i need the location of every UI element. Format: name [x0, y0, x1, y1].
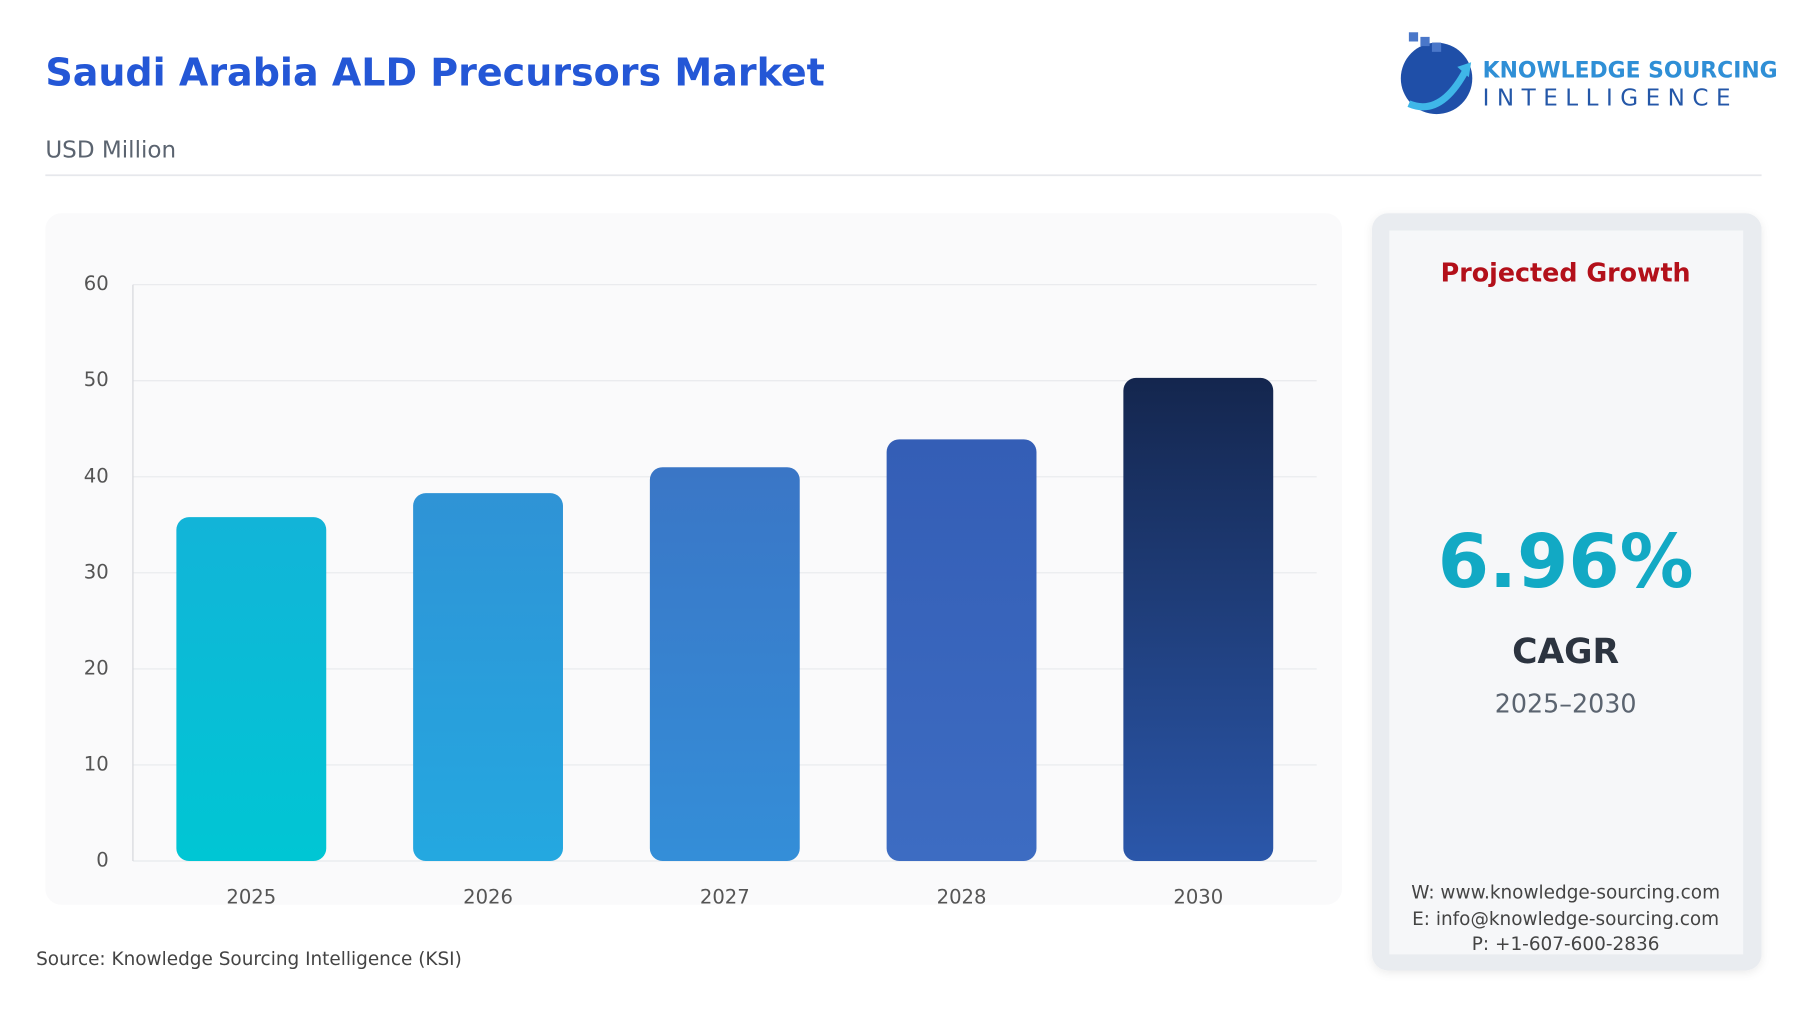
bar — [176, 517, 327, 862]
bar — [1123, 377, 1274, 862]
contact: W: www.knowledge-sourcing.com — [1411, 882, 1720, 903]
x-tick-label: 2026 — [463, 885, 513, 908]
logo: KNOWLEDGE SOURCING INTELLIGENCE — [1400, 32, 1778, 115]
logo-line1: KNOWLEDGE SOURCING — [1483, 58, 1778, 83]
logo-line2: INTELLIGENCE — [1483, 86, 1738, 112]
subtitle: USD Million — [45, 137, 176, 163]
contact: E: info@knowledge-sourcing.com — [1412, 909, 1719, 930]
contact: P: +1-607-600-2836 — [1472, 934, 1660, 955]
logo-block — [1420, 36, 1430, 47]
y-tick-label: 20 — [84, 656, 109, 679]
y-tick-label: 50 — [84, 368, 109, 391]
y-tick-label: 40 — [84, 464, 109, 487]
logo-globe — [1400, 42, 1473, 115]
panel-inner — [1389, 230, 1744, 955]
source: Source: Knowledge Sourcing Intelligence … — [36, 949, 462, 970]
bar — [413, 493, 563, 862]
y-tick-label: 10 — [84, 752, 109, 775]
title: Saudi Arabia ALD Precursors Market — [45, 50, 825, 94]
cagr-value: 6.96% — [1438, 520, 1694, 605]
logo-block — [1431, 42, 1442, 52]
logo-block — [1408, 32, 1419, 42]
y-tick-label: 0 — [96, 849, 108, 872]
bar — [886, 439, 1037, 862]
x-tick-label: 2028 — [937, 885, 987, 908]
cagr-label: CAGR — [1512, 632, 1619, 672]
y-tick-label: 30 — [84, 560, 109, 583]
logo-arrowhead — [1457, 62, 1472, 78]
panel-heading: Projected Growth — [1441, 257, 1691, 287]
bar — [649, 467, 800, 862]
logo-arrow — [1407, 67, 1470, 111]
y-tick-label: 60 — [84, 272, 109, 295]
cagr-period: 2025–2030 — [1495, 688, 1637, 718]
x-tick-label: 2027 — [700, 885, 750, 908]
x-tick-label: 2025 — [226, 885, 276, 908]
x-tick-label: 2030 — [1173, 885, 1223, 908]
